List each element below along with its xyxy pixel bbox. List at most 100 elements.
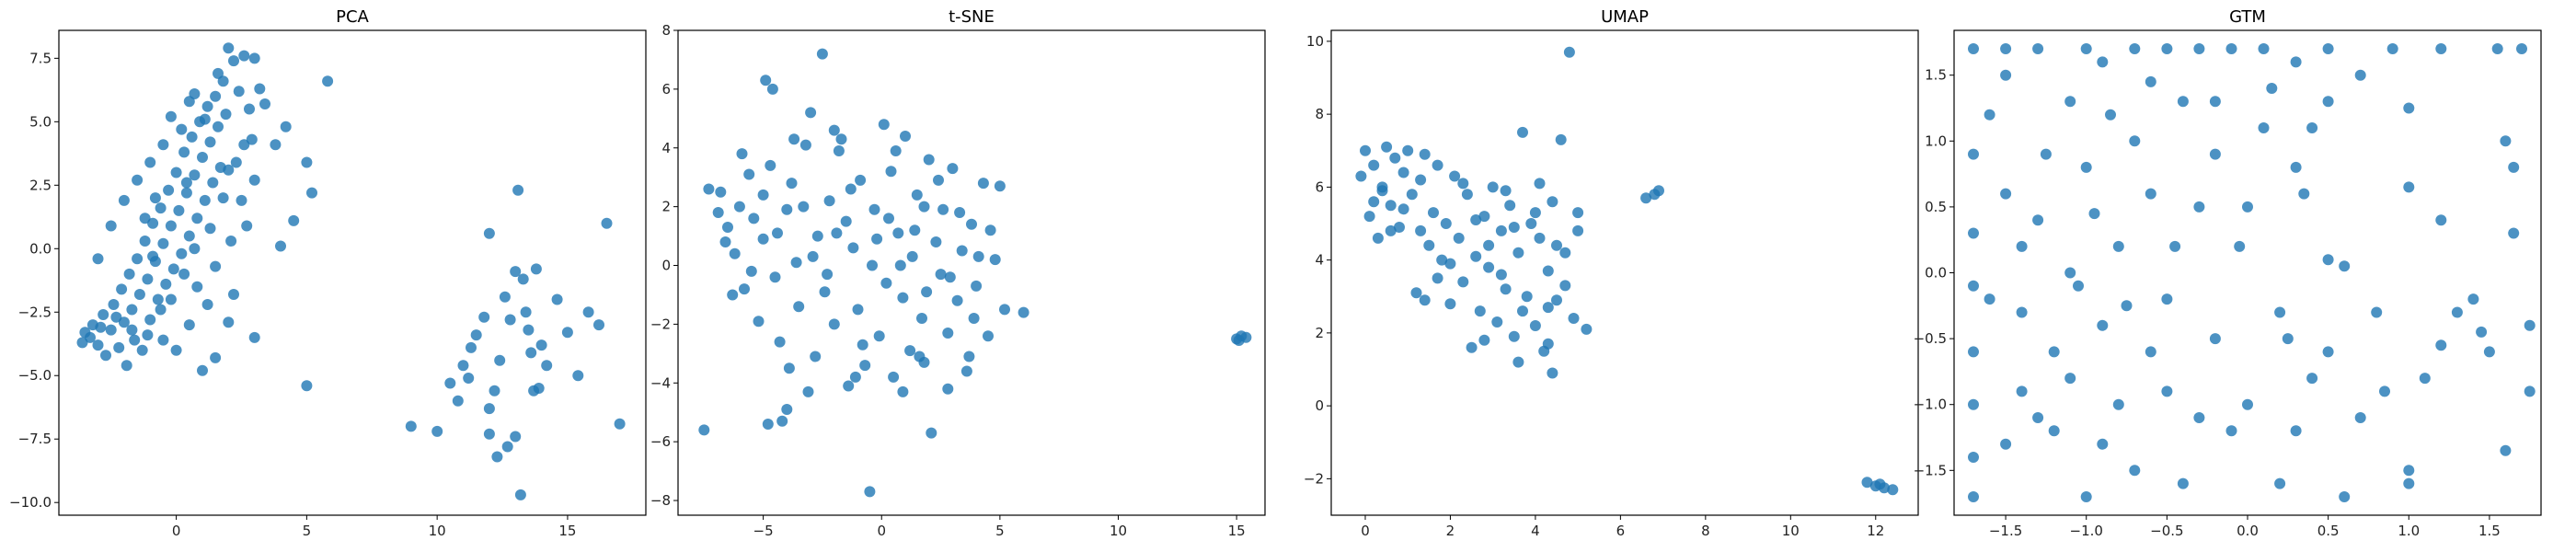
gtm-xtick-label: −1.5 — [1989, 523, 2022, 539]
pca-point — [178, 146, 190, 158]
pca-point — [210, 351, 222, 363]
umap-point — [1508, 222, 1520, 233]
tsne-xtick-label: 15 — [1228, 523, 1246, 539]
tsne-point — [833, 145, 845, 156]
tsne-point — [819, 286, 831, 298]
umap-ytick-label: 4 — [1315, 252, 1324, 269]
pca-point — [108, 299, 120, 310]
tsne-point — [951, 294, 963, 306]
tsne-point — [918, 201, 930, 213]
pca-point — [213, 67, 224, 79]
pca-point — [520, 306, 532, 318]
pca-ytick-label: −7.5 — [18, 431, 52, 447]
tsne-point — [748, 213, 760, 224]
gtm-point — [2524, 385, 2536, 397]
gtm-point — [2258, 43, 2270, 54]
pca-point — [113, 341, 125, 353]
pca-point — [431, 425, 443, 437]
gtm-point — [1968, 43, 1979, 54]
pca-point — [85, 331, 96, 343]
pca-point — [139, 236, 151, 247]
gtm-point — [2451, 306, 2463, 318]
gtm-point — [2145, 346, 2156, 358]
pca-point — [136, 344, 148, 356]
tsne-point — [845, 183, 857, 195]
tsne-point — [935, 269, 947, 281]
pca-point — [116, 283, 128, 295]
tsne-point — [729, 247, 741, 259]
umap-point — [1436, 254, 1448, 266]
umap-point — [1402, 144, 1414, 156]
pca-point — [207, 177, 219, 189]
tsne-point — [933, 174, 944, 186]
pca-point — [180, 187, 192, 199]
pca-point — [176, 247, 188, 259]
umap-point — [1534, 232, 1546, 244]
tsne-point — [916, 313, 927, 324]
umap-point — [1385, 224, 1397, 236]
umap-point — [1449, 170, 1461, 182]
gtm-xtick-label: 1.5 — [2478, 523, 2501, 539]
umap-point — [1547, 196, 1558, 208]
gtm-point — [2080, 491, 2092, 502]
pca-point — [183, 319, 195, 331]
umap-point — [1529, 320, 1541, 331]
umap-point — [1529, 207, 1541, 219]
tsne-point — [888, 371, 900, 383]
pca-point — [223, 164, 235, 176]
umap-point — [1568, 313, 1580, 324]
gtm-axes-frame — [1953, 29, 2542, 516]
tsne-point — [894, 259, 906, 271]
tsne-point — [788, 133, 800, 145]
pca-point — [535, 339, 547, 351]
pca-ytick-label: −10.0 — [9, 494, 52, 511]
pca-point — [457, 360, 469, 372]
pca-point — [132, 174, 144, 186]
pca-point — [494, 354, 506, 366]
umap-point — [1397, 203, 1409, 215]
tsne-point — [799, 139, 811, 151]
pca-xtick-label: 0 — [172, 523, 181, 539]
gtm-point — [2080, 43, 2092, 54]
tsne-point — [798, 201, 810, 213]
pca-points — [76, 42, 626, 500]
tsne-point — [745, 265, 757, 277]
pca-point — [213, 121, 224, 132]
tsne-point — [956, 245, 968, 257]
pca-point — [244, 103, 255, 115]
pca-point — [142, 329, 154, 341]
pca-xtick-label: 10 — [429, 523, 446, 539]
tsne-point — [828, 124, 840, 136]
tsne-point — [727, 289, 739, 301]
gtm-point — [2491, 43, 2503, 54]
pca-point — [238, 50, 250, 62]
gtm-point — [2048, 425, 2060, 437]
gtm-point — [2322, 43, 2334, 54]
tsne-xtick-label: 0 — [877, 523, 886, 539]
gtm-point — [2000, 188, 2012, 200]
gtm-point — [2032, 43, 2044, 54]
gtm-point — [2112, 398, 2124, 410]
pca-point — [152, 293, 164, 305]
gtm-point — [2040, 148, 2052, 160]
tsne-point — [857, 339, 868, 351]
gtm-point — [2080, 161, 2092, 173]
gtm-point — [2161, 385, 2173, 397]
pca-point — [248, 331, 260, 343]
tsne-point — [880, 277, 892, 289]
tsne-xtick-label: 10 — [1110, 523, 1127, 539]
pca-point — [165, 220, 177, 232]
pca-point — [132, 253, 144, 265]
pca-point — [105, 220, 117, 232]
umap-point — [1368, 196, 1380, 208]
tsne-ytick-label: −8 — [650, 492, 671, 509]
pca-point — [254, 83, 266, 95]
pca-point — [223, 42, 235, 54]
umap-point — [1542, 265, 1554, 277]
umap-point — [1385, 200, 1397, 212]
gtm-xtick-label: −0.5 — [2150, 523, 2183, 539]
pca-point — [199, 113, 211, 125]
gtm-ytick-label: −1.0 — [1914, 397, 1947, 413]
tsne-point — [715, 186, 727, 198]
